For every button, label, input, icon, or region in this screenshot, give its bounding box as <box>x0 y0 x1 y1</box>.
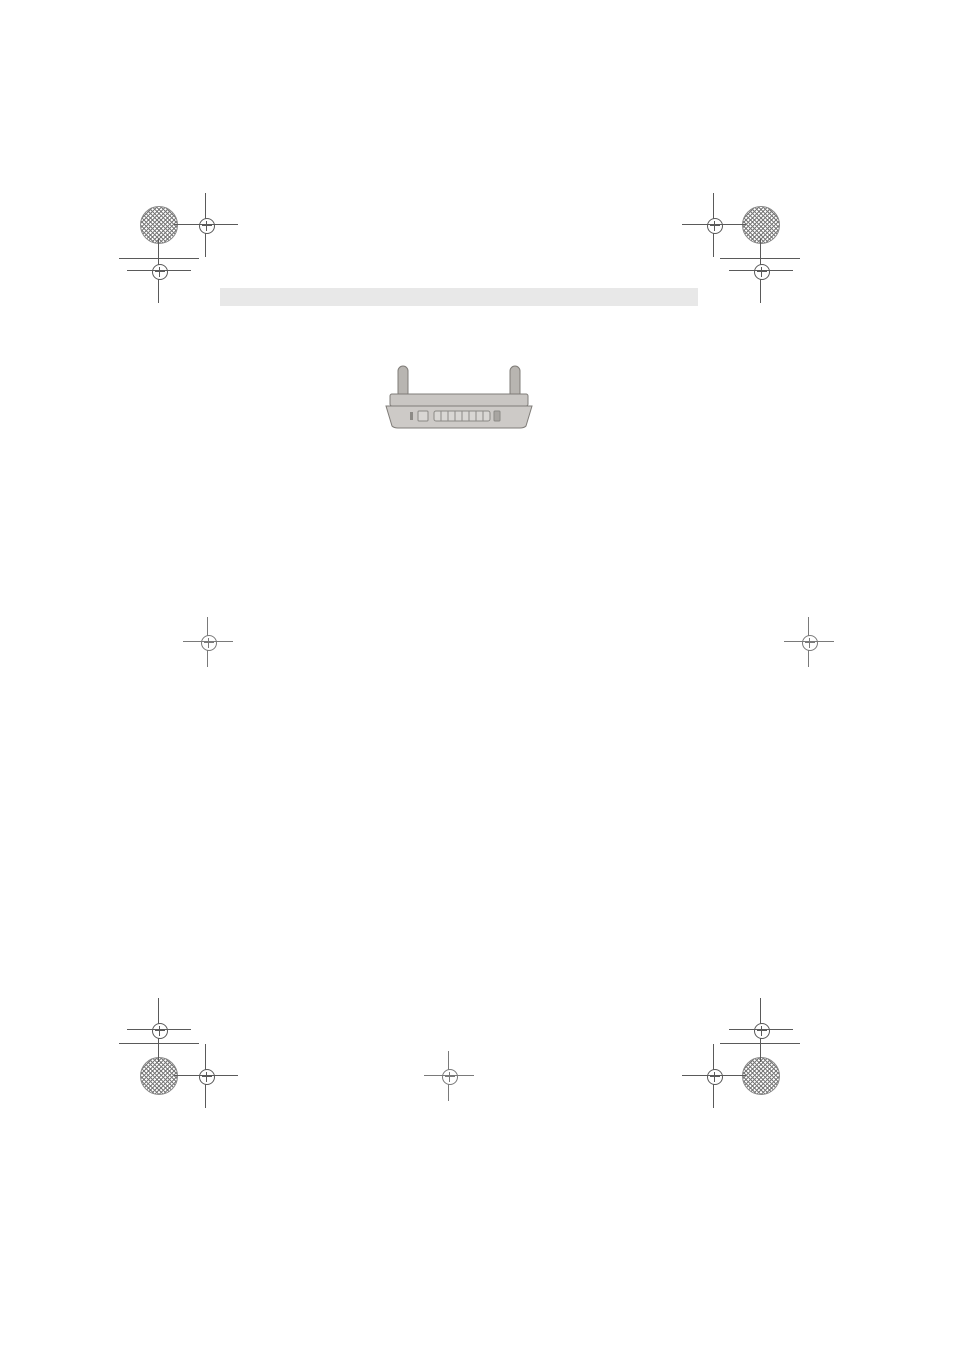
crosshair-icon <box>704 215 724 235</box>
crosshair-icon <box>149 1020 169 1040</box>
reg-mark-top-left <box>140 206 178 249</box>
crosshair-bottom-left-secondary <box>149 1020 169 1045</box>
crop-rule-top-left <box>119 258 199 259</box>
router-illustration <box>384 364 534 430</box>
crosshair-icon <box>751 1020 771 1040</box>
page <box>0 0 954 1351</box>
reg-mark-bottom-left <box>140 1057 178 1100</box>
crosshair-mid-right <box>799 632 819 652</box>
hatched-circle-icon <box>742 206 780 244</box>
crosshair-mid-left <box>198 632 218 652</box>
crosshair-top-right <box>704 215 724 240</box>
crosshair-icon <box>149 261 169 281</box>
hatched-circle-icon <box>140 1057 178 1095</box>
crosshair-bottom-left <box>196 1066 216 1091</box>
crosshair-icon <box>196 215 216 235</box>
crosshair-icon <box>704 1066 724 1086</box>
header-accent-bar <box>220 288 698 306</box>
hatched-circle-icon <box>140 206 178 244</box>
router-svg <box>384 364 534 430</box>
crosshair-bottom-center <box>439 1066 459 1086</box>
crosshair-bottom-right-secondary <box>751 1020 771 1045</box>
crosshair-top-left <box>196 215 216 240</box>
hatched-circle-icon <box>742 1057 780 1095</box>
crosshair-icon <box>196 1066 216 1086</box>
crosshair-icon <box>751 261 771 281</box>
reg-mark-top-right <box>742 206 780 249</box>
crosshair-bottom-right <box>704 1066 724 1091</box>
reg-mark-bottom-right <box>742 1057 780 1100</box>
crosshair-top-right-secondary <box>751 261 771 286</box>
crosshair-top-left-secondary <box>149 261 169 286</box>
